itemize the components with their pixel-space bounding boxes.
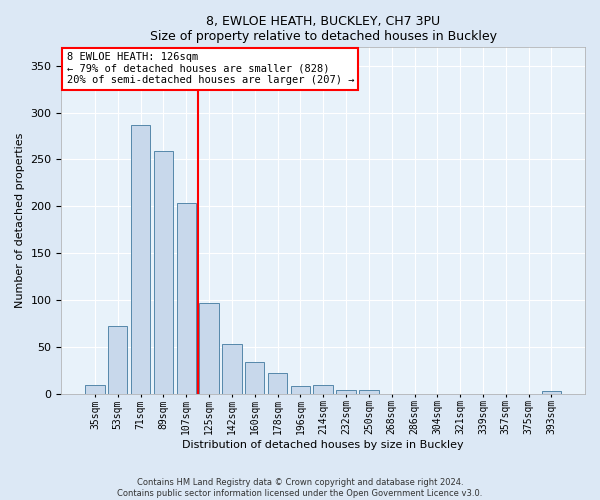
Bar <box>542 391 561 394</box>
Bar <box>154 151 173 394</box>
Bar <box>199 302 219 394</box>
Bar <box>290 386 310 394</box>
Bar <box>176 204 196 394</box>
Bar <box>245 362 265 394</box>
Text: 8 EWLOE HEATH: 126sqm
← 79% of detached houses are smaller (828)
20% of semi-det: 8 EWLOE HEATH: 126sqm ← 79% of detached … <box>67 52 354 86</box>
Bar <box>313 385 333 394</box>
Bar <box>359 390 379 394</box>
Bar <box>222 344 242 394</box>
Bar <box>337 390 356 394</box>
Bar <box>268 373 287 394</box>
Bar <box>131 124 150 394</box>
Y-axis label: Number of detached properties: Number of detached properties <box>15 132 25 308</box>
Bar <box>85 385 104 394</box>
X-axis label: Distribution of detached houses by size in Buckley: Distribution of detached houses by size … <box>182 440 464 450</box>
Title: 8, EWLOE HEATH, BUCKLEY, CH7 3PU
Size of property relative to detached houses in: 8, EWLOE HEATH, BUCKLEY, CH7 3PU Size of… <box>150 15 497 43</box>
Text: Contains HM Land Registry data © Crown copyright and database right 2024.
Contai: Contains HM Land Registry data © Crown c… <box>118 478 482 498</box>
Bar <box>108 326 127 394</box>
